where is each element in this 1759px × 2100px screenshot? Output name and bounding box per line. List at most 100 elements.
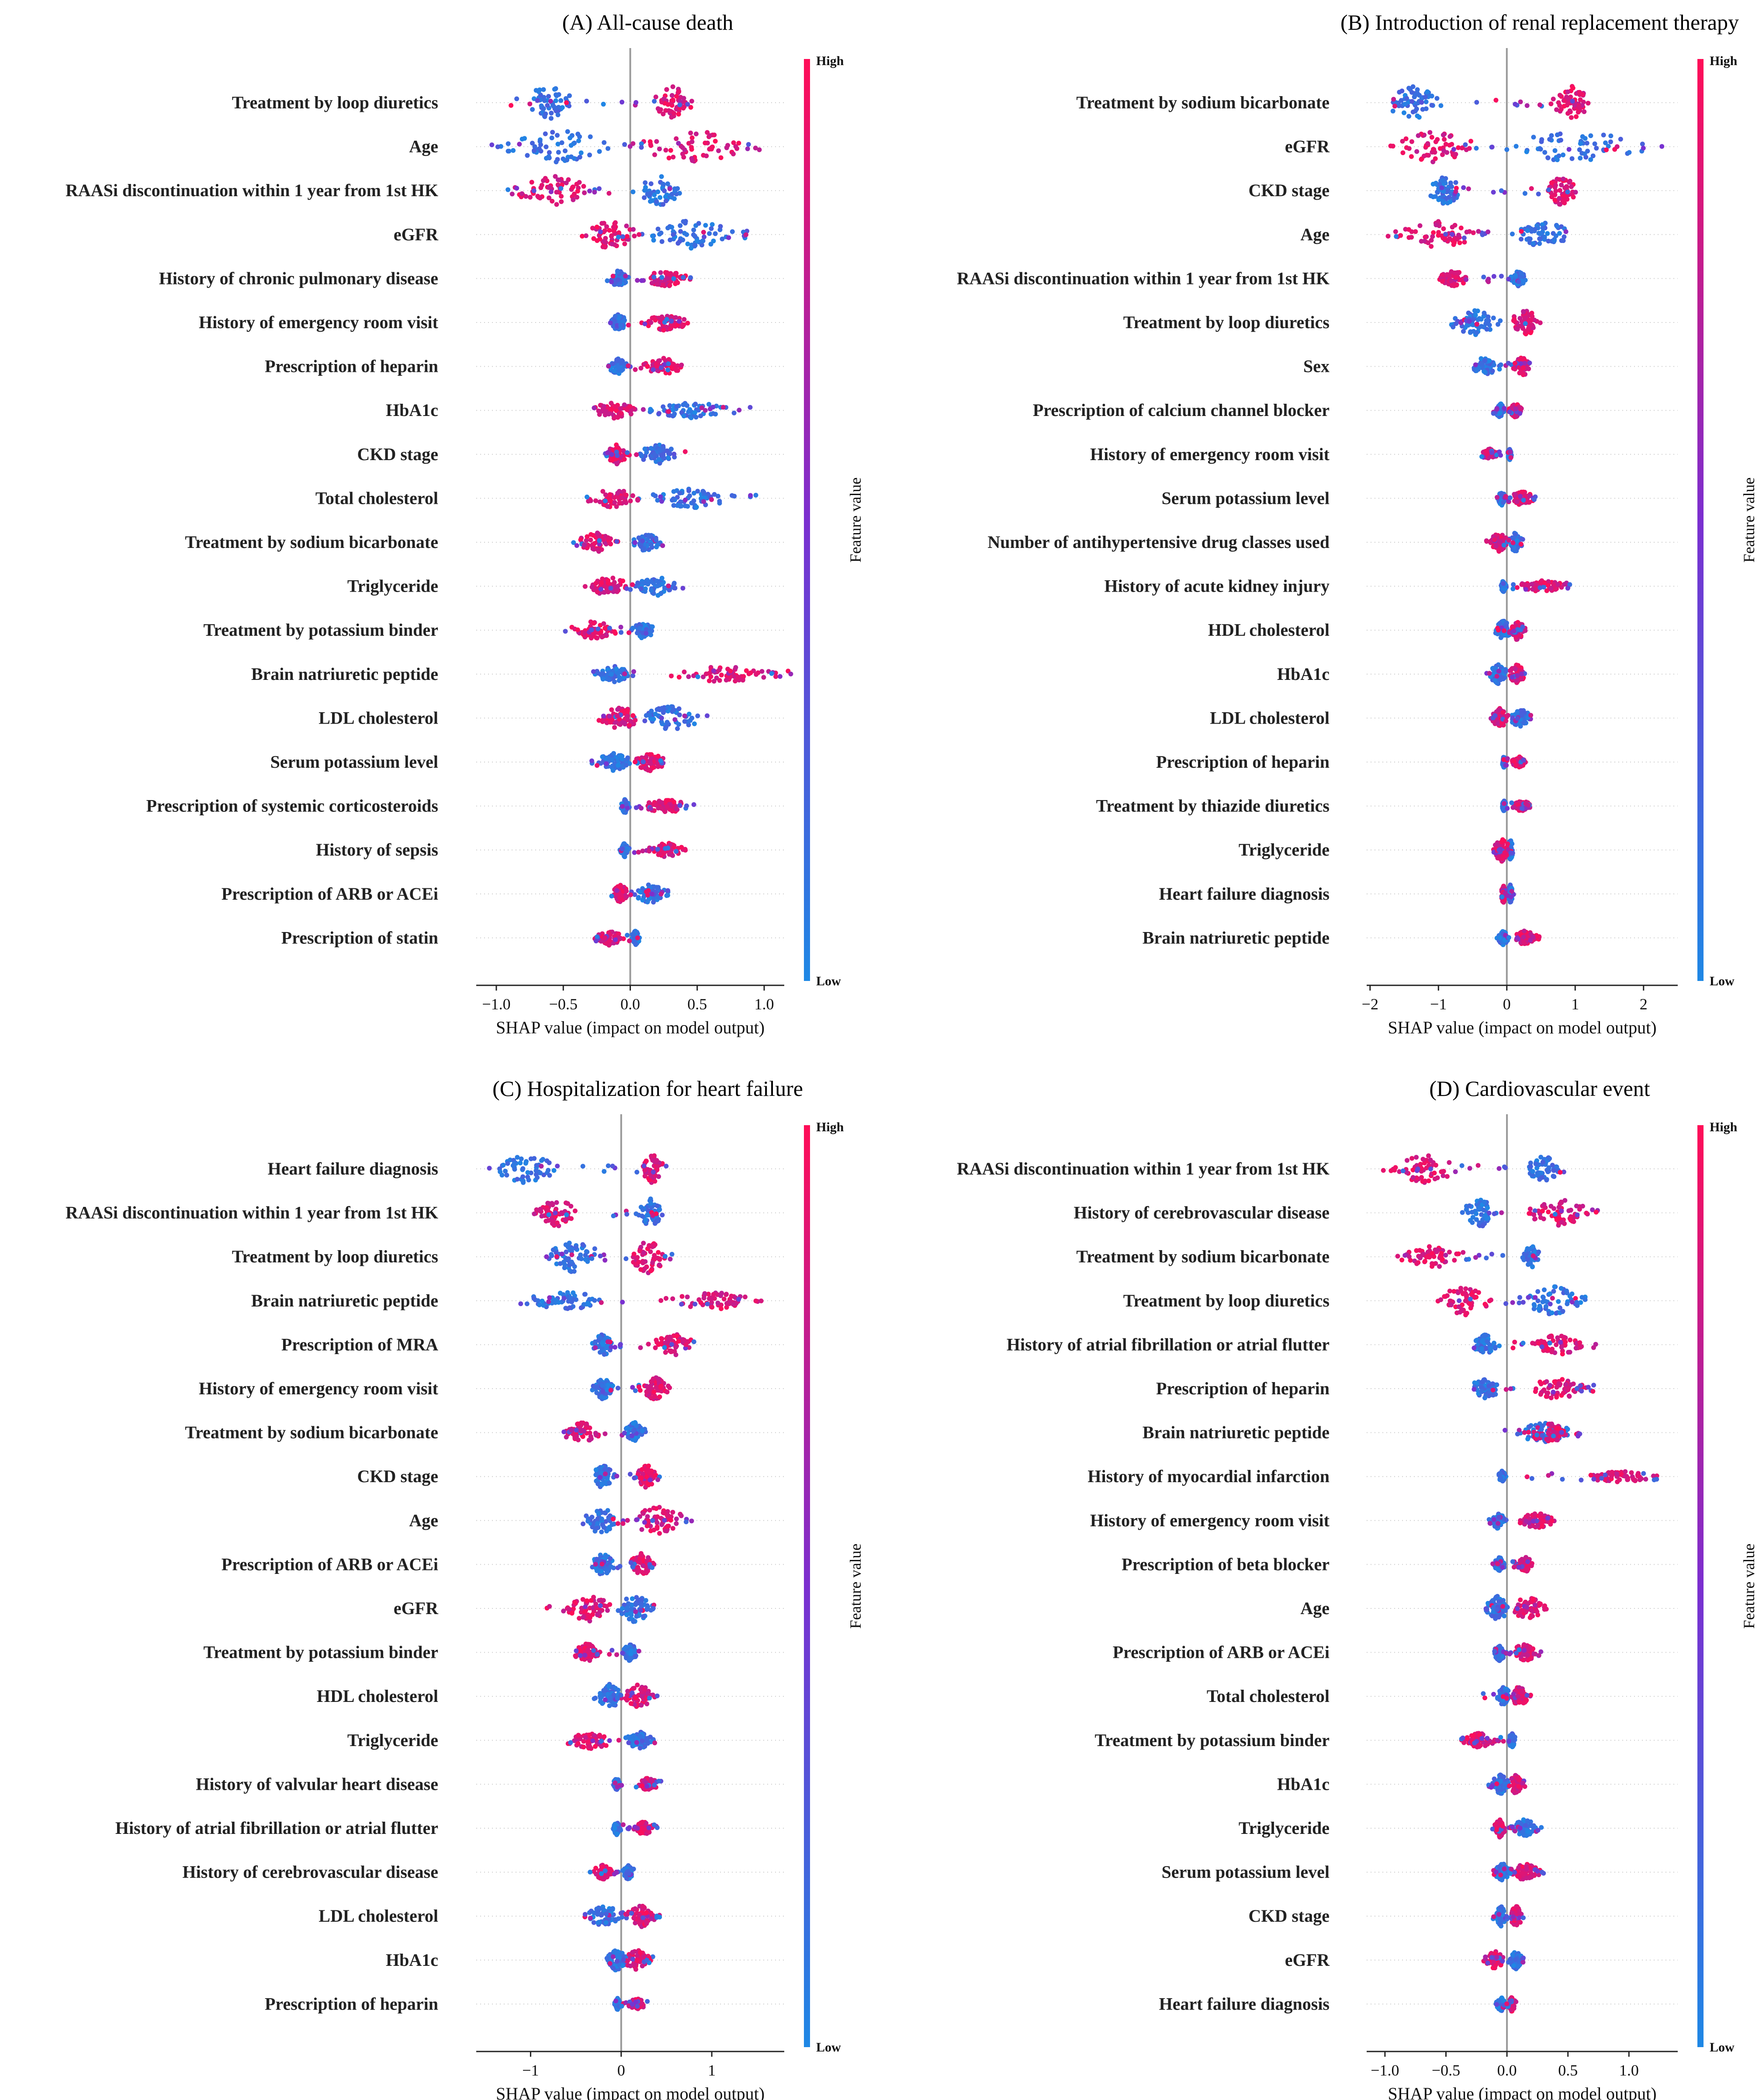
shap-point xyxy=(667,186,672,191)
shap-point xyxy=(695,489,700,494)
shap-point xyxy=(577,155,582,160)
shap-point xyxy=(595,635,600,641)
shap-point xyxy=(646,882,651,887)
shap-point xyxy=(624,894,629,899)
shap-point xyxy=(635,278,640,283)
shap-point xyxy=(630,493,635,498)
shap-point xyxy=(658,230,664,236)
shap-point xyxy=(627,938,632,943)
colorbar-low-label: Low xyxy=(816,974,841,988)
shap-point xyxy=(646,533,651,538)
shap-point xyxy=(627,722,632,728)
shap-point xyxy=(1432,149,1437,155)
shap-point xyxy=(1594,146,1599,151)
shap-point xyxy=(682,402,688,407)
beeswarm-points xyxy=(509,84,694,121)
shap-point xyxy=(1461,185,1466,190)
shap-point xyxy=(635,498,640,503)
shap-point xyxy=(633,759,638,765)
shap-point xyxy=(666,583,671,589)
shap-point xyxy=(1491,315,1496,321)
shap-point xyxy=(1582,151,1587,156)
shap-point xyxy=(654,199,659,204)
shap-point xyxy=(609,894,614,899)
feature-row: Triglyceride xyxy=(1239,837,1678,864)
shap-point xyxy=(609,234,614,239)
beeswarm-points xyxy=(1449,308,1543,337)
shap-point xyxy=(691,673,696,679)
shap-point xyxy=(1482,358,1488,363)
shap-point xyxy=(1542,235,1547,240)
feature-row: HDL cholesterol xyxy=(1208,618,1678,642)
shap-point xyxy=(1515,673,1520,679)
shap-point xyxy=(1582,136,1588,141)
shap-point xyxy=(595,530,600,536)
shap-point xyxy=(614,888,620,893)
shap-point xyxy=(718,224,723,229)
shap-point xyxy=(691,491,696,496)
shap-point xyxy=(598,229,603,235)
shap-point xyxy=(1508,850,1513,856)
shap-point xyxy=(728,669,733,674)
shap-point xyxy=(599,634,605,640)
shap-point xyxy=(535,98,540,103)
shap-point xyxy=(1491,274,1496,279)
shap-point xyxy=(1419,100,1424,105)
shap-point xyxy=(1486,279,1491,284)
shap-point xyxy=(663,148,668,153)
shap-point xyxy=(602,244,608,250)
shap-point xyxy=(602,140,607,145)
x-axis-title: SHAP value (impact on model output) xyxy=(496,1018,765,1037)
shap-point xyxy=(604,224,609,229)
shap-point xyxy=(622,142,627,147)
feature-row: Prescription of statin xyxy=(281,928,784,948)
shap-point xyxy=(1588,133,1593,139)
shap-point xyxy=(659,499,665,504)
shap-point xyxy=(676,319,682,324)
shap-point xyxy=(741,674,746,679)
shap-point xyxy=(672,411,677,416)
shap-point xyxy=(1489,145,1495,150)
shap-point xyxy=(1554,107,1559,112)
shap-point xyxy=(602,412,608,417)
shap-point xyxy=(1474,100,1479,105)
shap-point xyxy=(554,202,559,207)
shap-point xyxy=(600,576,605,582)
shap-point xyxy=(746,142,751,147)
shap-point xyxy=(600,717,606,723)
shap-point xyxy=(1501,581,1506,586)
feature-row: Age xyxy=(1300,219,1678,249)
feature-label: HbA1c xyxy=(1277,664,1330,684)
shap-point xyxy=(1417,223,1423,228)
shap-point xyxy=(509,103,514,108)
shap-point xyxy=(616,235,621,240)
shap-point xyxy=(576,138,581,143)
shap-point xyxy=(1565,89,1570,94)
shap-point xyxy=(1537,585,1543,590)
shap-point xyxy=(689,98,694,104)
shap-point xyxy=(639,806,644,811)
shap-point xyxy=(571,540,576,545)
feature-label: History of sepsis xyxy=(316,840,438,859)
shap-point xyxy=(613,408,619,413)
shap-point xyxy=(1561,152,1566,158)
shap-point xyxy=(685,102,690,107)
shap-point xyxy=(1513,762,1519,768)
feature-label: RAASi discontinuation within 1 year from… xyxy=(66,180,438,200)
feature-row: Number of antihypertensive drug classes … xyxy=(987,530,1678,554)
shap-point xyxy=(1492,537,1497,542)
feature-row: History of chronic pulmonary disease xyxy=(159,268,784,288)
shap-point xyxy=(1484,326,1489,332)
feature-row: eGFR xyxy=(394,218,784,251)
shap-point xyxy=(592,405,597,410)
shap-point xyxy=(559,194,564,199)
shap-point xyxy=(704,153,709,159)
shap-point xyxy=(658,195,663,200)
shap-point xyxy=(1468,330,1473,335)
shap-point xyxy=(1545,155,1551,160)
shap-point xyxy=(1513,634,1519,640)
shap-point xyxy=(1498,635,1503,640)
feature-row: Serum potassium level xyxy=(1162,488,1678,508)
shap-point xyxy=(1528,318,1534,323)
shap-point xyxy=(649,708,654,714)
